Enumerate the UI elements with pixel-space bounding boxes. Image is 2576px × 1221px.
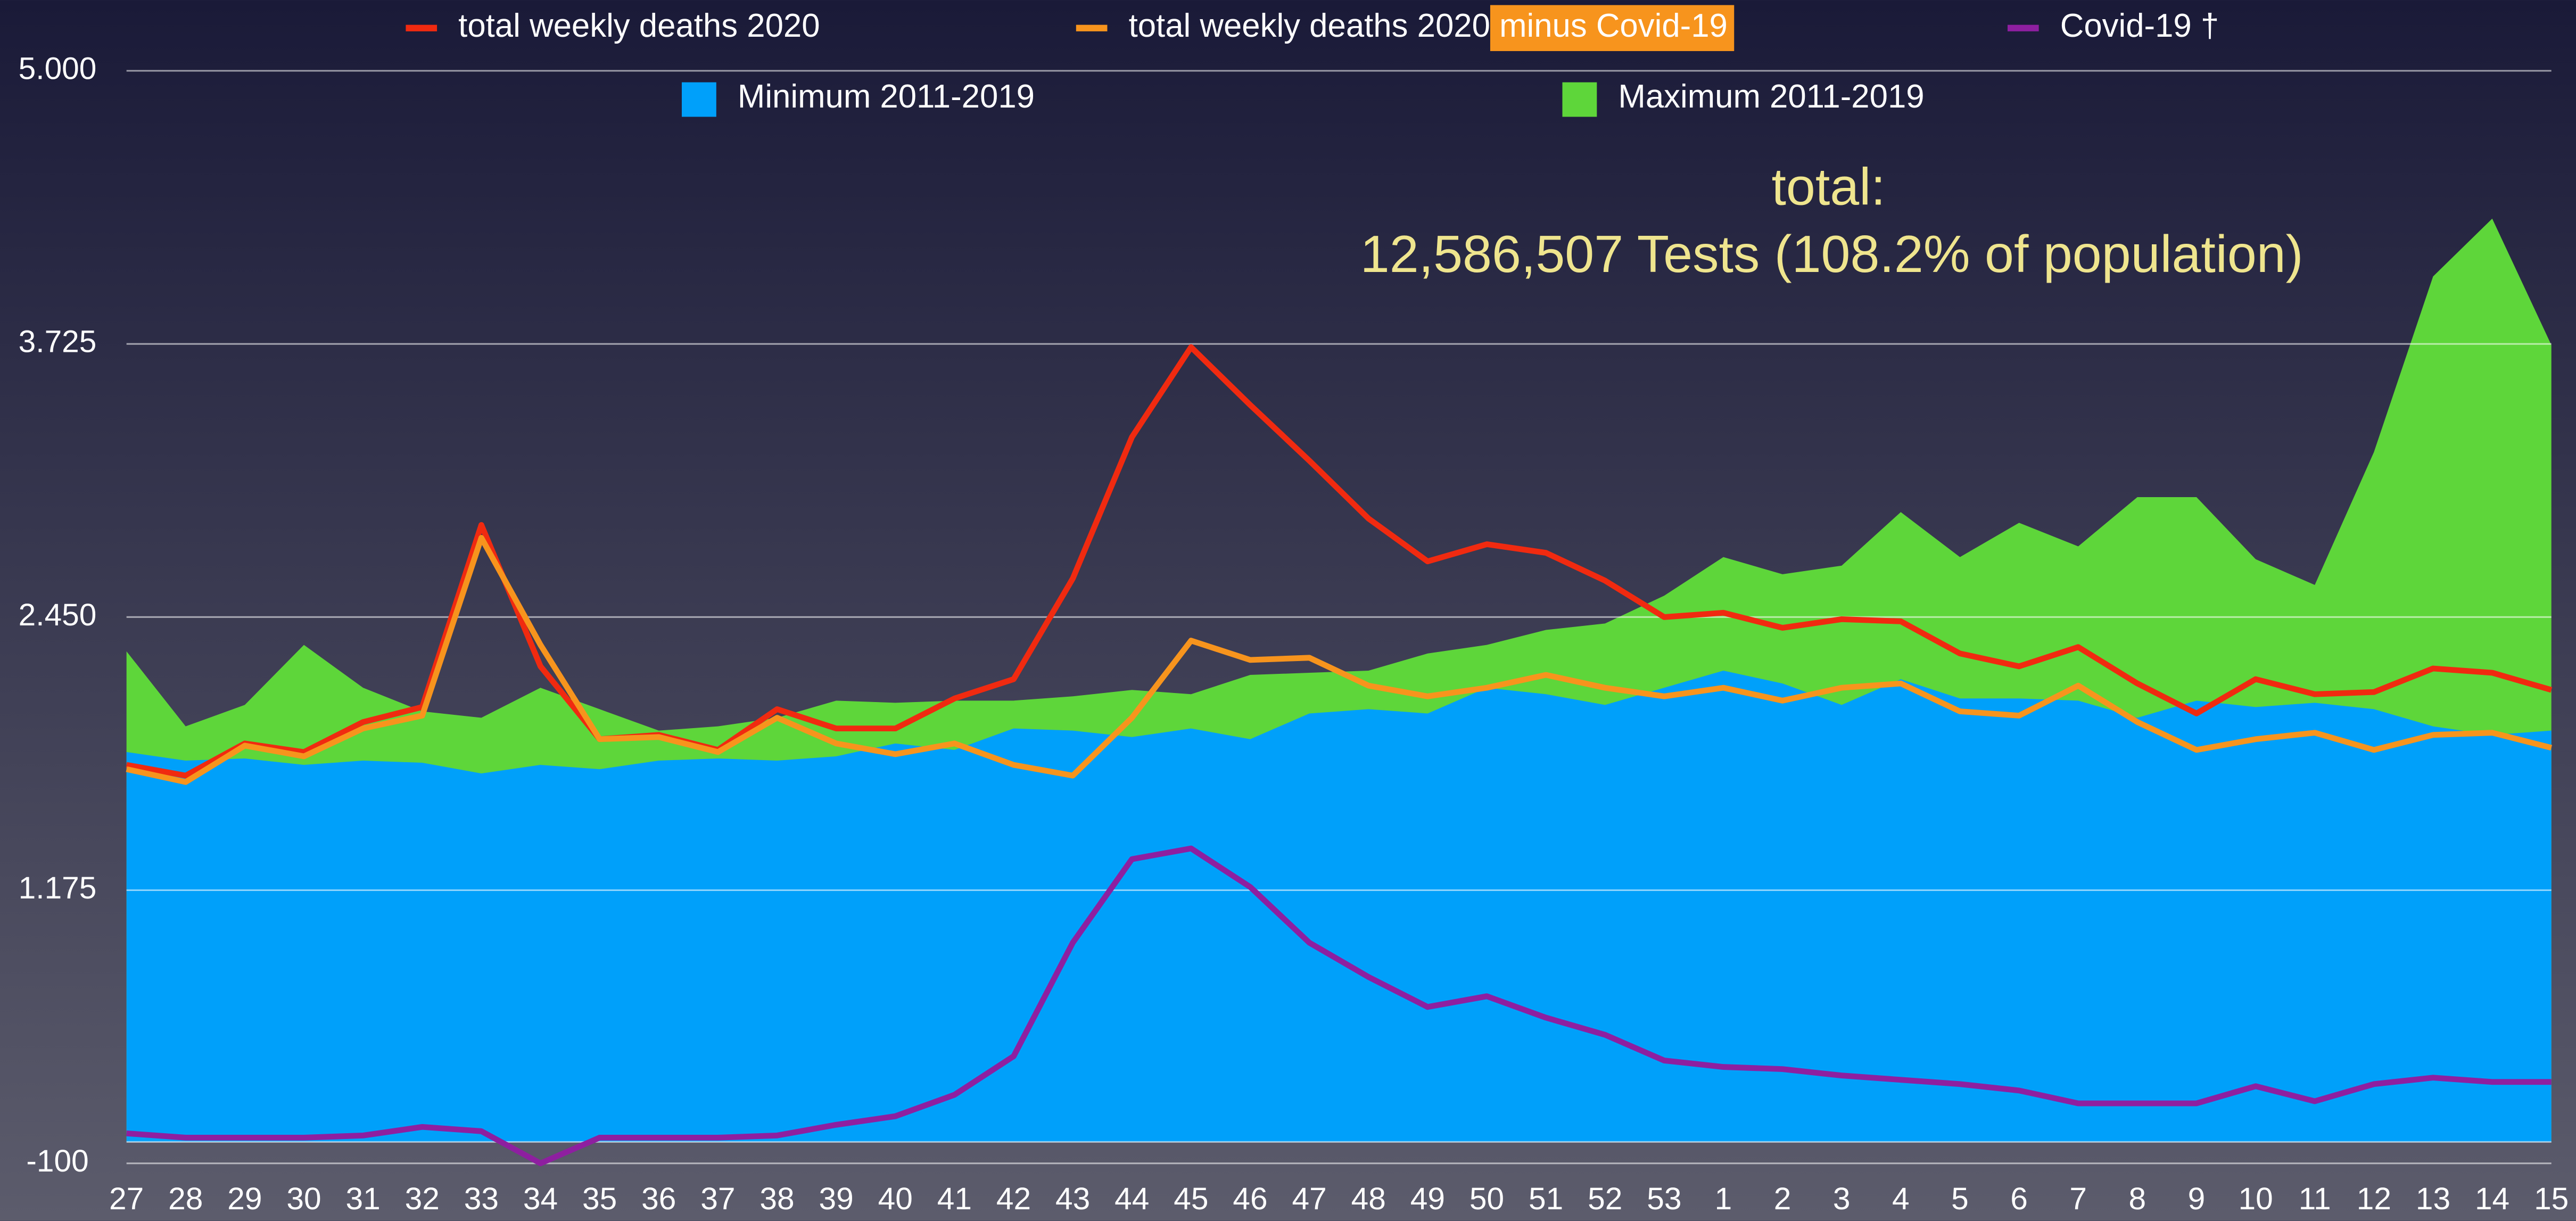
x-tick-label: 1 [1715,1182,1732,1216]
x-tick-label: 7 [2069,1182,2087,1216]
legend-swatch [681,82,716,117]
line [126,845,2552,1167]
x-tick-label: 44 [1114,1182,1149,1216]
x-tick-label: 6 [2010,1182,2028,1216]
x-tick-label: 31 [346,1182,381,1216]
x-tick-label: 5 [1951,1182,1969,1216]
x-tick-label: 35 [582,1182,617,1216]
x-tick-label: 3 [1833,1182,1851,1216]
x-tick-label: 34 [523,1182,558,1216]
x-tick-label: 10 [2238,1182,2273,1216]
x-tick-label: 8 [2129,1182,2146,1216]
annotation: 12,586,507 Tests (108.2% of population) [1360,225,2303,283]
y-tick-label: -100 [26,1144,88,1178]
x-tick-label: 50 [1469,1182,1504,1216]
x-tick-label: 46 [1233,1182,1267,1216]
x-tick-label: 30 [286,1182,321,1216]
x-tick-label: 40 [878,1182,913,1216]
y-tick-label: 5.000 [19,51,97,86]
x-tick-label: 13 [2416,1182,2450,1216]
x-tick-label: 39 [819,1182,854,1216]
legend-label: Covid-19 † [2060,7,2219,44]
x-tick-label: 33 [464,1182,499,1216]
x-tick-label: 14 [2475,1182,2509,1216]
x-tick-label: 53 [1647,1182,1681,1216]
line [126,344,2553,779]
x-tick-label: 41 [937,1182,972,1216]
x-tick-label: 15 [2534,1182,2569,1216]
x-tick-label: 49 [1410,1182,1445,1216]
legend-label: Minimum 2011-2019 [738,78,1035,115]
x-tick-label: 36 [641,1182,676,1216]
legend-label: total weekly deaths 2020 [458,7,820,44]
x-tick-label: 2 [1774,1182,1791,1216]
x-tick-label: 47 [1292,1182,1327,1216]
x-tick-label: 27 [109,1182,144,1216]
x-tick-label: 4 [1892,1182,1910,1216]
x-tick-label: 12 [2357,1182,2391,1216]
x-tick-label: 52 [1588,1182,1622,1216]
x-tick-label: 38 [759,1182,794,1216]
x-tick-label: 28 [168,1182,203,1216]
plot [126,70,2553,1167]
legend-swatch [1562,82,1597,117]
y-tick-label: 1.175 [19,871,97,905]
legend-label: Maximum 2011-2019 [1618,78,1924,115]
x-tick-label: 43 [1055,1182,1090,1216]
x-tick-label: 37 [700,1182,735,1216]
x-tick-label: 42 [996,1182,1031,1216]
x-tick-label: 51 [1529,1182,1563,1216]
x-tick-label: 29 [227,1182,262,1216]
y-tick-label: 3.725 [19,325,97,359]
legend-label: total weekly deaths 2020 minus Covid-19 [1129,7,1728,44]
legend-highlight [1490,5,1735,51]
y-tick-label: 2.450 [19,598,97,632]
annotation: total: [1771,157,1885,216]
line [126,535,2553,785]
x-tick-label: 45 [1174,1182,1208,1216]
x-tick-label: 32 [405,1182,440,1216]
x-tick-label: 48 [1351,1182,1386,1216]
x-tick-label: 11 [2299,1182,2331,1216]
area [126,670,2552,1142]
x-tick-label: 9 [2188,1182,2206,1216]
